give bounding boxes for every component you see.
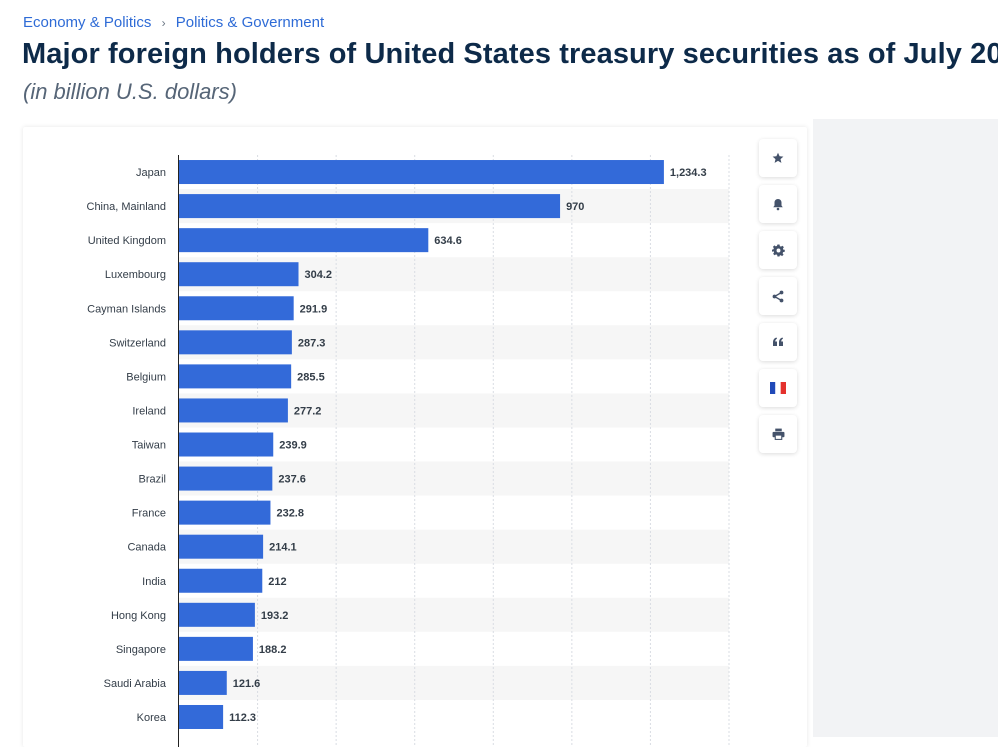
row-stripe [179, 597, 729, 632]
value-label: 1,234.3 [670, 167, 707, 179]
bar [179, 636, 253, 661]
bar [179, 160, 664, 185]
value-label: 112.3 [229, 712, 256, 724]
print-button[interactable] [759, 415, 797, 453]
category-label: Taiwan [132, 440, 166, 452]
category-label: France [132, 508, 166, 520]
category-label: Belgium [126, 371, 166, 383]
bar [179, 330, 292, 355]
category-label: Saudi Arabia [104, 678, 167, 690]
value-label: 214.1 [269, 542, 297, 554]
french-flag-icon [770, 382, 786, 394]
bar [179, 194, 561, 219]
category-label: Cayman Islands [87, 303, 166, 315]
bar [179, 704, 224, 729]
value-label: 121.6 [233, 678, 261, 690]
citation-quote-icon [773, 337, 783, 346]
notification-bell-icon [773, 198, 783, 210]
print-icon [772, 428, 784, 440]
favorite-button[interactable] [759, 139, 797, 177]
breadcrumb: Economy & Politics › Politics & Governme… [23, 14, 324, 31]
bar-chart: Japan 1,234.3 China, Mainland 970 United Kin… [87, 155, 730, 747]
value-label: 237.6 [278, 474, 306, 486]
settings-button[interactable] [759, 231, 797, 269]
chart-card: Japan 1,234.3 China, Mainland 970 United Kin… [23, 127, 807, 747]
bar [179, 568, 263, 593]
bar [179, 228, 429, 253]
value-label: 285.5 [297, 371, 325, 383]
cite-button[interactable] [759, 323, 797, 361]
breadcrumb-separator: › [161, 16, 166, 30]
category-label: Hong Kong [111, 610, 166, 622]
category-label: India [142, 576, 167, 588]
share-button[interactable] [759, 277, 797, 315]
breadcrumb-politics-government[interactable]: Politics & Government [175, 14, 325, 31]
value-label: 287.3 [298, 337, 326, 349]
value-label: 634.6 [434, 235, 462, 247]
category-label: Ireland [132, 405, 166, 417]
bar [179, 364, 292, 389]
side-panel-background [813, 119, 998, 737]
page-subtitle: (in billion U.S. dollars) [23, 79, 237, 104]
category-label: Luxembourg [105, 269, 166, 281]
value-label: 304.2 [305, 269, 333, 281]
bar [179, 500, 271, 525]
value-label: 193.2 [261, 610, 289, 622]
bar [179, 534, 264, 559]
category-label: Canada [127, 542, 166, 554]
bar [179, 432, 274, 457]
favorite-star-icon [772, 152, 784, 163]
bar [179, 602, 255, 627]
value-label: 212 [268, 576, 286, 588]
breadcrumb-economy-politics[interactable]: Economy & Politics [23, 14, 152, 31]
share-icon [772, 290, 784, 302]
settings-gear-icon [771, 244, 785, 256]
category-label: Switzerland [109, 337, 166, 349]
category-label: Korea [137, 712, 167, 724]
value-label: 232.8 [276, 508, 304, 520]
value-label: 277.2 [294, 405, 322, 417]
value-label: 291.9 [300, 303, 328, 315]
notification-button[interactable] [759, 185, 797, 223]
bar [179, 398, 288, 423]
page-title: Major foreign holders of United States t… [22, 38, 998, 70]
bar [179, 466, 273, 491]
bar [179, 670, 227, 695]
bar [179, 262, 299, 287]
bar [179, 296, 294, 321]
category-label: Singapore [116, 644, 166, 656]
category-label: Brazil [138, 474, 166, 486]
row-stripe [179, 665, 729, 700]
row-stripe [179, 529, 729, 564]
value-label: 239.9 [279, 440, 307, 452]
category-label: Japan [136, 167, 166, 179]
language-button[interactable] [759, 369, 797, 407]
value-label: 970 [566, 201, 584, 213]
category-label: China, Mainland [87, 201, 167, 213]
value-label: 188.2 [259, 644, 287, 656]
category-label: United Kingdom [88, 235, 166, 247]
